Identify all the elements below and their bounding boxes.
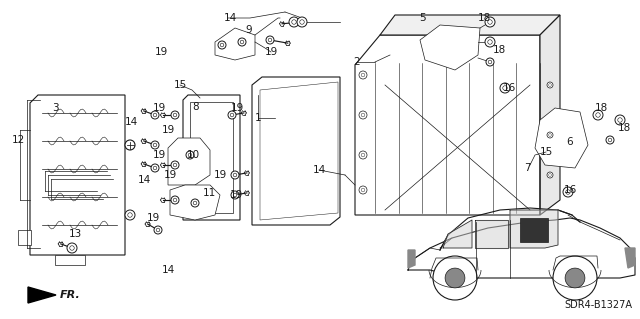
Text: 19: 19 (229, 190, 243, 200)
Text: 10: 10 (186, 150, 200, 160)
Circle shape (151, 141, 159, 149)
Circle shape (228, 111, 236, 119)
Text: 19: 19 (213, 170, 227, 180)
Circle shape (359, 186, 367, 194)
Bar (18, 230, 31, 245)
Polygon shape (540, 15, 560, 215)
Text: 13: 13 (68, 229, 82, 239)
Text: 19: 19 (230, 103, 244, 113)
Circle shape (231, 191, 239, 199)
Circle shape (500, 83, 510, 93)
Text: SDR4-B1327A: SDR4-B1327A (564, 300, 632, 310)
Circle shape (485, 17, 495, 27)
Text: 9: 9 (246, 25, 252, 35)
Circle shape (593, 110, 603, 120)
Text: 18: 18 (477, 13, 491, 23)
Text: 2: 2 (354, 57, 360, 67)
Circle shape (191, 199, 199, 207)
Text: 19: 19 (163, 170, 177, 180)
Text: 19: 19 (264, 47, 278, 57)
Polygon shape (28, 287, 56, 303)
Text: 14: 14 (124, 117, 138, 127)
Text: 14: 14 (161, 265, 175, 275)
Circle shape (289, 17, 299, 27)
Circle shape (359, 111, 367, 119)
Text: 16: 16 (502, 83, 516, 93)
Text: 15: 15 (540, 147, 552, 157)
Circle shape (433, 256, 477, 300)
Circle shape (615, 115, 625, 125)
Text: 19: 19 (152, 103, 166, 113)
Circle shape (547, 82, 553, 88)
Polygon shape (380, 15, 560, 35)
Polygon shape (475, 220, 508, 248)
Polygon shape (443, 220, 472, 248)
Text: 14: 14 (138, 175, 150, 185)
Polygon shape (183, 95, 240, 220)
Circle shape (485, 37, 495, 47)
Circle shape (171, 111, 179, 119)
Text: 3: 3 (52, 103, 58, 113)
Text: 12: 12 (12, 135, 24, 145)
Circle shape (359, 71, 367, 79)
Polygon shape (168, 138, 210, 185)
Circle shape (151, 164, 159, 172)
Text: 5: 5 (420, 13, 426, 23)
Circle shape (151, 111, 159, 119)
Circle shape (171, 196, 179, 204)
Text: 14: 14 (312, 165, 326, 175)
Polygon shape (170, 185, 220, 220)
Circle shape (606, 136, 614, 144)
Circle shape (125, 210, 135, 220)
Bar (55, 255, 85, 265)
Bar (520, 218, 548, 242)
Circle shape (154, 226, 162, 234)
Text: FR.: FR. (60, 290, 81, 300)
Circle shape (547, 132, 553, 138)
Circle shape (565, 268, 585, 288)
Polygon shape (625, 248, 635, 268)
Text: 11: 11 (202, 188, 216, 198)
Text: 1: 1 (255, 113, 261, 123)
Circle shape (231, 171, 239, 179)
Circle shape (238, 38, 246, 46)
Text: 16: 16 (563, 185, 577, 195)
Circle shape (218, 41, 226, 49)
Polygon shape (408, 250, 415, 268)
Polygon shape (408, 218, 635, 278)
Polygon shape (30, 95, 125, 255)
Circle shape (67, 243, 77, 253)
Polygon shape (535, 108, 588, 168)
Polygon shape (420, 25, 480, 70)
Circle shape (266, 36, 274, 44)
Circle shape (297, 17, 307, 27)
Circle shape (553, 256, 597, 300)
Circle shape (186, 151, 194, 159)
Text: 15: 15 (173, 80, 187, 90)
Circle shape (486, 58, 494, 66)
Circle shape (125, 140, 135, 150)
Polygon shape (510, 210, 558, 248)
Text: 19: 19 (161, 125, 175, 135)
Polygon shape (215, 28, 255, 60)
Text: 19: 19 (154, 47, 168, 57)
Circle shape (171, 161, 179, 169)
Text: 14: 14 (223, 13, 237, 23)
Circle shape (359, 151, 367, 159)
Text: 18: 18 (618, 123, 630, 133)
Text: 6: 6 (566, 137, 573, 147)
Text: 19: 19 (152, 150, 166, 160)
Circle shape (445, 268, 465, 288)
Text: 18: 18 (595, 103, 607, 113)
Text: 19: 19 (147, 213, 159, 223)
Text: 18: 18 (492, 45, 506, 55)
Polygon shape (355, 35, 540, 215)
Circle shape (547, 172, 553, 178)
Text: 8: 8 (193, 102, 199, 112)
Text: 7: 7 (524, 163, 531, 173)
Circle shape (563, 187, 573, 197)
